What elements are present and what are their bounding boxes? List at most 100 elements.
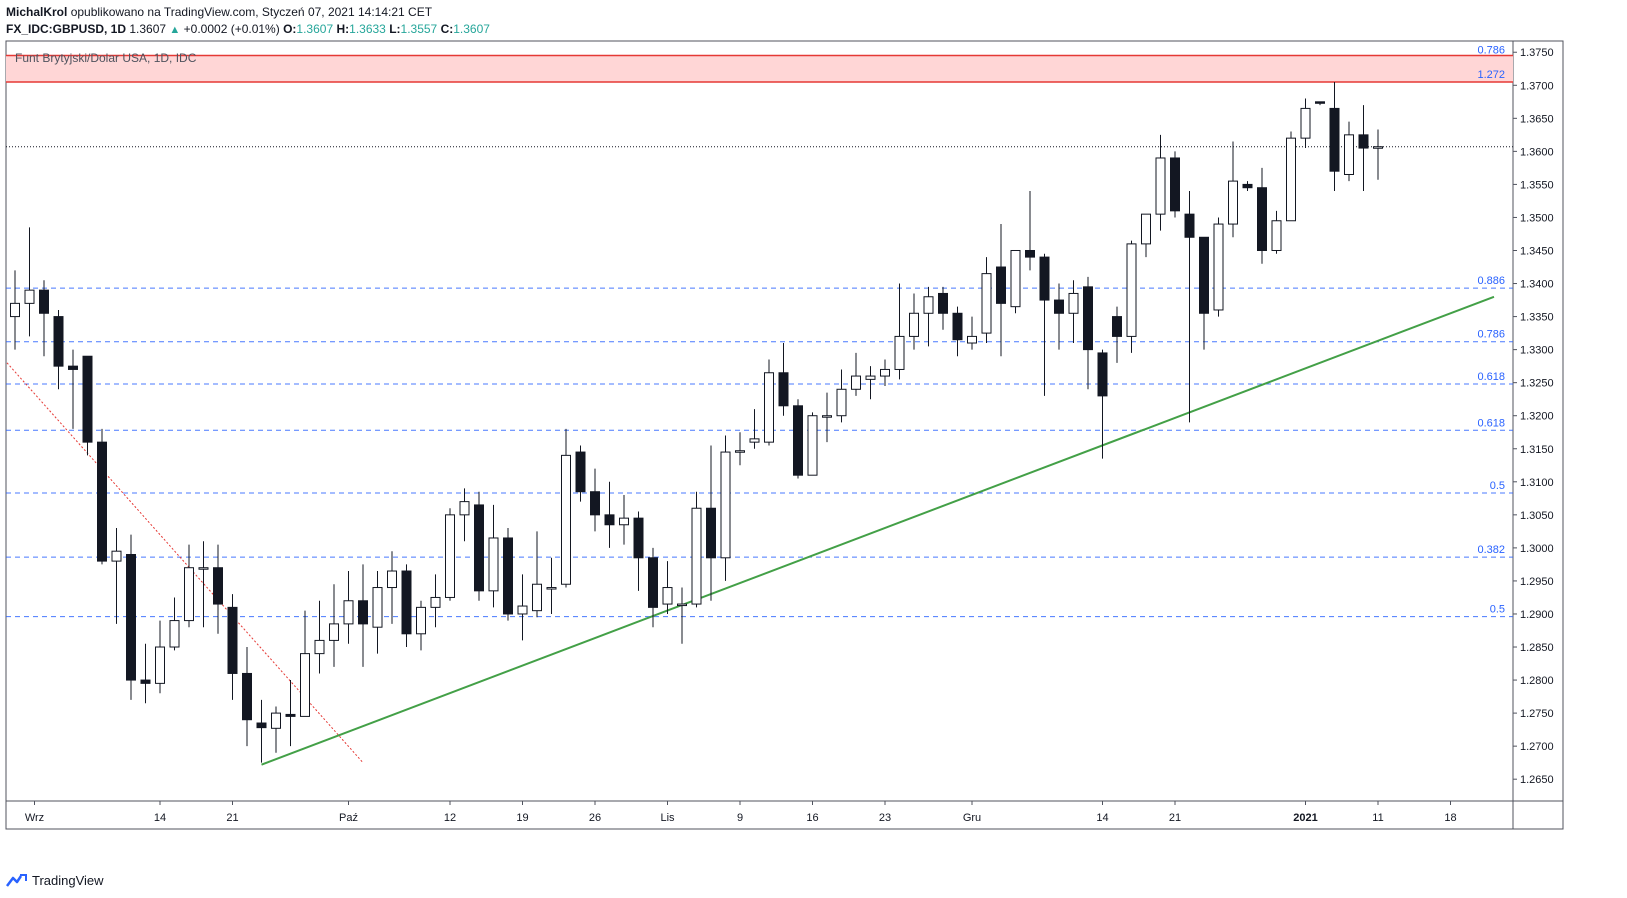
candle-up [865,375,876,380]
x-tick-label: Paź [339,812,358,824]
resistance-zone-bottom-label: 1.272 [1477,69,1505,81]
candle-up [822,415,832,418]
candle-down [575,451,586,493]
candle-up [691,507,702,605]
resistance-zone-top-label: 0.786 [1477,45,1505,57]
candle-up [1228,180,1238,225]
candle-up [967,335,977,344]
y-tick-label: 1.3250 [1520,378,1554,390]
candle-down [793,405,803,476]
y-tick-label: 1.2800 [1520,675,1554,687]
fib-level-label: 0.5 [1490,604,1505,616]
candle-up [909,312,919,337]
candle-down [1097,352,1108,397]
y-tick-label: 1.3450 [1520,245,1554,257]
x-tick-label: 11 [1372,812,1383,824]
candle-down [1039,256,1050,301]
candle-up [1300,107,1311,139]
candle-down [256,722,267,729]
candle-down [1315,101,1325,104]
last-price: 1.3607 [129,22,167,36]
candle-up [343,600,354,625]
candle-down [590,491,600,516]
x-tick-label: 21 [226,812,238,824]
y-tick-label: 1.3150 [1520,444,1554,456]
candle-up [1155,157,1166,215]
x-tick-label: Wrz [25,812,44,824]
candle-up [1141,213,1151,245]
y-tick-label: 1.3500 [1520,212,1554,224]
x-tick-label: 14 [1096,812,1108,824]
candle-up [111,550,122,562]
candle-up [894,335,905,370]
x-tick-label: 16 [806,812,818,824]
x-tick-label: 14 [154,812,166,824]
y-tick-label: 1.3400 [1520,279,1554,291]
candle-up [300,653,310,717]
candle-down [358,600,368,625]
candle-up [532,583,542,612]
tradingview-footer[interactable]: TradingView [6,873,104,888]
candle-up [677,603,687,607]
candle-down [1358,134,1369,149]
candle-down [140,679,151,684]
candle-up [329,623,339,641]
symbol-label[interactable]: FX_IDC:GBPUSD, 1D [6,22,127,36]
candle-down [82,355,93,443]
y-tick-label: 1.2850 [1520,642,1554,654]
candle-down [1170,157,1180,212]
chart-title: Funt Brytyjski/Dolar USA, 1D, IDC [15,51,197,65]
y-tick-label: 1.3350 [1520,312,1554,324]
candle-up [1373,146,1383,149]
x-tick-label: 19 [516,812,528,824]
candle-down [648,557,658,608]
candle-up [155,646,165,684]
uptrend-line [261,295,1495,766]
y-tick-label: 1.2650 [1520,774,1554,786]
y-tick-label: 1.3700 [1520,80,1554,92]
candle-up [923,296,934,314]
y-tick-label: 1.2750 [1520,708,1554,720]
y-tick-label: 1.3600 [1520,146,1554,158]
price-change: +0.0002 (+0.01%) [183,22,280,36]
candle-up [459,501,470,516]
candle-down [401,570,412,635]
y-tick-label: 1.3200 [1520,411,1554,423]
candle-down [503,537,513,615]
candle-down [213,567,223,605]
candle-up [1271,220,1282,251]
tradingview-logo-icon [6,873,27,887]
candle-up [184,567,194,622]
fib-level-label: 0.618 [1477,371,1505,383]
candle-down [53,316,64,367]
candle-up [445,514,455,598]
candle-up [24,289,35,304]
candle-down [706,507,716,559]
candle-down [1257,187,1267,251]
candle-down [604,514,615,526]
candle-up [314,639,325,655]
resistance-zone [6,55,1513,82]
downtrend-line [6,362,364,764]
candle-up [430,596,441,608]
candle-up [764,372,774,443]
author-name[interactable]: MichalKrol [6,5,68,19]
candle-up [735,450,745,453]
candle-down [1199,236,1209,314]
candle-up [198,567,209,570]
high-label: H: [336,22,350,36]
candle-down [39,289,49,314]
close-value: 1.3607 [453,22,490,36]
candle-down [97,441,107,562]
candle-down [68,365,78,370]
candle-up [1126,243,1137,337]
candle-down [227,606,238,674]
candle-down [938,292,948,314]
chart-header: MichalKrol opublikowano na TradingView.c… [6,4,490,39]
candle-down [285,713,296,717]
x-tick-label: 18 [1444,812,1456,824]
fib-level-label: 0.618 [1477,417,1505,429]
open-value: 1.3607 [296,22,334,36]
y-tick-label: 1.2950 [1520,576,1554,588]
